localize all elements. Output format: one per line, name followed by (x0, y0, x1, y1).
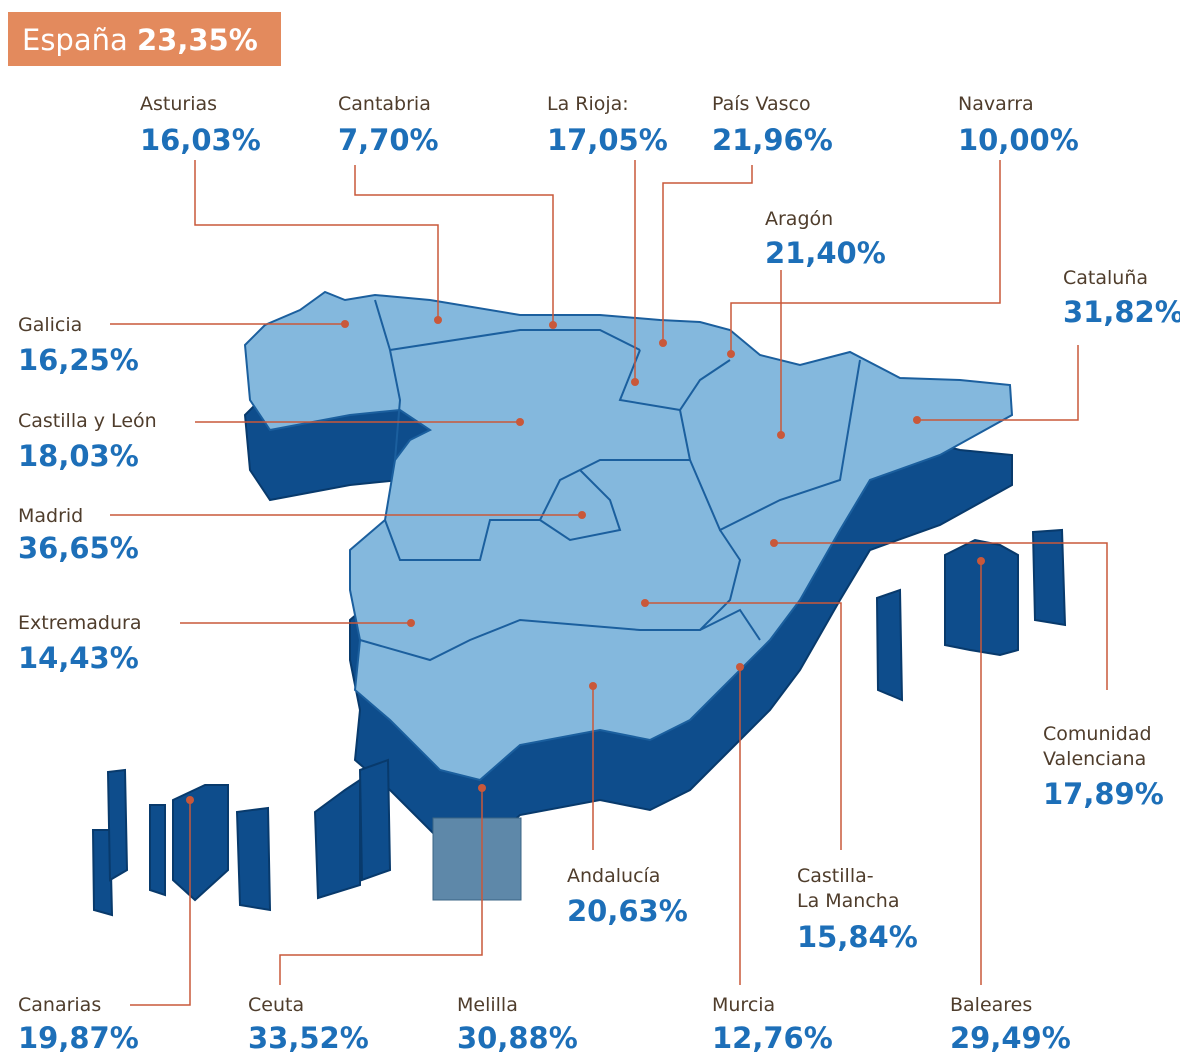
region-value: 15,84% (797, 920, 918, 954)
region-name: Cantabria (338, 93, 431, 115)
region-label: Ceuta 33,52% (248, 784, 486, 1052)
region-value: 36,65% (18, 531, 139, 565)
region-value: 16,03% (140, 123, 261, 157)
leader-dot (770, 539, 778, 547)
leader-dot (641, 599, 649, 607)
region-label: La Rioja: 17,05% (547, 93, 668, 386)
region-name-line: Valenciana (1043, 748, 1146, 770)
leader-line (194, 160, 439, 320)
region-name: País Vasco (712, 93, 811, 115)
region-label: Canarias 19,87% (18, 796, 194, 1052)
leader-dot (407, 619, 415, 627)
leader-dot (727, 350, 735, 358)
leader-dot (478, 784, 486, 792)
region-name: Castilla y León (18, 410, 157, 432)
leader-dot (549, 321, 557, 329)
region-value: 19,87% (18, 1021, 139, 1052)
region-value: 16,25% (18, 343, 139, 377)
leader-line (662, 165, 753, 343)
leader-dot (434, 316, 442, 324)
leader-line (354, 165, 554, 325)
region-value: 7,70% (338, 123, 439, 157)
leader-dot (578, 511, 586, 519)
header-value: 23,35% (137, 23, 258, 57)
region-name: Asturias (140, 93, 217, 115)
region-label: Aragón 21,40% (765, 208, 886, 439)
region-name: Cataluña (1063, 267, 1148, 289)
region-name: Aragón (765, 208, 833, 230)
leader-dot (516, 418, 524, 426)
region-name-line: Comunidad (1043, 723, 1152, 745)
leader-dot (631, 378, 639, 386)
region-name: Melilla (457, 994, 518, 1016)
region-name: Murcia (712, 994, 775, 1016)
leader-dot (659, 339, 667, 347)
islands (91, 528, 1067, 917)
map (91, 290, 1067, 917)
leader-dot (777, 431, 785, 439)
region-label: Andalucía 20,63% (567, 682, 688, 928)
leader-dot (589, 682, 597, 690)
leader-line (730, 160, 1001, 354)
leader-dot (186, 796, 194, 804)
region-label: Comunidad Valenciana 17,89% (770, 539, 1164, 811)
region-label: Navarra 10,00% (727, 93, 1079, 358)
header-title: España 23,35% (22, 23, 258, 57)
header-box (8, 12, 281, 66)
leader-line (774, 542, 1108, 690)
region-name: Castilla- La Mancha (797, 865, 899, 912)
region-value: 14,43% (18, 641, 139, 675)
region-label: Asturias 16,03% (140, 93, 442, 324)
leader-line (645, 602, 842, 850)
inset-box (432, 817, 522, 901)
leader-dot (977, 557, 985, 565)
region-value: 17,89% (1043, 777, 1164, 811)
region-value: 18,03% (18, 439, 139, 473)
region-label: Cataluña 31,82% (913, 267, 1180, 424)
leader-dot (913, 416, 921, 424)
region-label: Murcia 12,76% (712, 663, 833, 1052)
region-borders (359, 299, 861, 662)
region-value: 21,96% (712, 123, 833, 157)
leader-line (917, 345, 1079, 421)
region-name-line: Castilla- (797, 865, 874, 887)
region-label: Galicia 16,25% (18, 314, 349, 377)
region-name: Madrid (18, 505, 83, 527)
region-value: 10,00% (958, 123, 1079, 157)
region-name: Baleares (950, 994, 1032, 1016)
region-label: Castilla- La Mancha 15,84% (641, 599, 918, 954)
region-value: 30,88% (457, 1021, 578, 1052)
region-label: Melilla 30,88% (457, 994, 578, 1052)
region-name: Galicia (18, 314, 82, 336)
region-value: 31,82% (1063, 295, 1180, 329)
region-label: País Vasco 21,96% (659, 93, 833, 347)
region-value: 12,76% (712, 1021, 833, 1052)
region-name: Comunidad Valenciana (1043, 723, 1152, 770)
map-top (243, 290, 1014, 782)
region-value: 33,52% (248, 1021, 369, 1052)
region-name: Navarra (958, 93, 1034, 115)
region-name: Andalucía (567, 865, 660, 887)
region-value: 17,05% (547, 123, 668, 157)
header-title-text: España (22, 23, 128, 57)
region-value: 20,63% (567, 894, 688, 928)
region-value: 29,49% (950, 1021, 1071, 1052)
leader-dot (736, 663, 744, 671)
region-name: La Rioja: (547, 93, 629, 115)
region-label: Extremadura 14,43% (18, 612, 415, 675)
region-label: Castilla y León 18,03% (18, 410, 524, 473)
region-label: Cantabria 7,70% (338, 93, 557, 329)
region-name: Ceuta (248, 994, 304, 1016)
leader-line (279, 788, 483, 985)
region-value: 21,40% (765, 236, 886, 270)
leader-line (130, 800, 191, 1006)
region-label: Baleares 29,49% (950, 557, 1071, 1052)
leader-dot (341, 320, 349, 328)
region-name: Extremadura (18, 612, 142, 634)
region-label: Madrid 36,65% (18, 505, 586, 565)
region-name: Canarias (18, 994, 101, 1016)
region-name-line: La Mancha (797, 890, 899, 912)
